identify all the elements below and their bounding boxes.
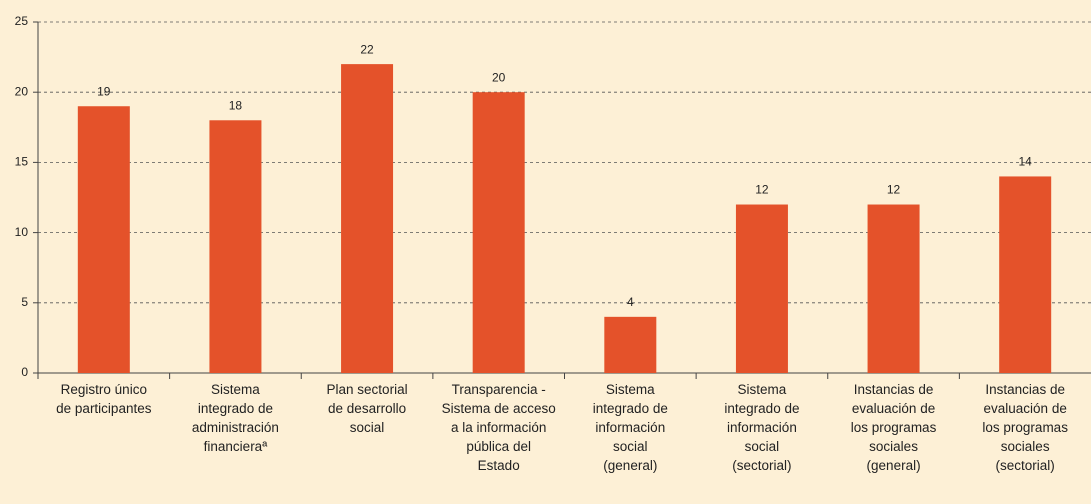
y-tick-label: 15 (15, 155, 29, 169)
bar (209, 120, 262, 373)
bar (867, 204, 920, 373)
value-label: 19 (97, 84, 111, 98)
bar (472, 92, 525, 373)
x-tick-label: Instancias de evaluación de los programa… (850, 382, 937, 473)
value-label: 14 (1019, 155, 1033, 169)
value-label: 4 (627, 295, 634, 309)
bar (735, 204, 788, 373)
value-label: 22 (360, 42, 374, 56)
y-tick-label: 5 (21, 295, 28, 309)
x-tick-label: Transparencia - Sistema de acceso a la i… (441, 382, 556, 473)
value-label: 18 (229, 98, 243, 112)
bar (77, 106, 130, 374)
x-tick-label: Sistema integrado de información social … (592, 382, 668, 473)
y-tick-label: 20 (15, 84, 29, 98)
x-tick-label: Registro único de participantes (56, 382, 152, 416)
y-tick-label: 10 (15, 225, 29, 239)
x-tick-label: Sistema integrado de administración fina… (191, 382, 279, 454)
value-label: 20 (492, 70, 506, 84)
y-tick-label: 25 (15, 14, 29, 28)
x-tick-label: Instancias de evaluación de los programa… (982, 382, 1068, 473)
y-tick-label: 0 (21, 365, 28, 379)
x-tick-label: Plan sectorial de desarrollo social (326, 382, 408, 435)
value-label: 12 (887, 183, 901, 197)
bar (604, 316, 657, 373)
bar (341, 64, 394, 374)
x-tick-label: Sistema integrado de información social … (724, 382, 800, 473)
value-label: 12 (755, 183, 769, 197)
bar (999, 176, 1052, 373)
